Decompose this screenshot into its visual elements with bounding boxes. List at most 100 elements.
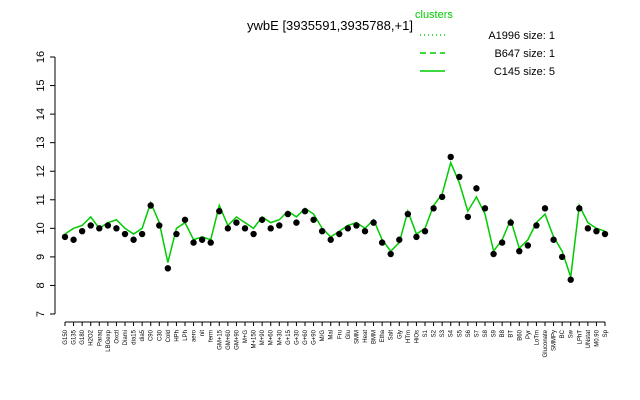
y-tick-label: 16 (35, 51, 47, 63)
x-tick-label: G+30 (294, 329, 300, 345)
x-tick-label: M+30 (277, 329, 283, 345)
legend-title: clusters (415, 9, 453, 21)
data-point (464, 213, 472, 221)
x-tick-label: BC (560, 329, 566, 338)
cluster-line (64, 160, 606, 278)
data-point (258, 216, 266, 223)
data-point (70, 236, 77, 243)
x-tick-label: G135 (72, 329, 78, 344)
data-point (473, 185, 480, 192)
data-point (267, 225, 274, 232)
data-point (438, 193, 446, 201)
x-tick-label: aero (192, 329, 198, 342)
x-tick-label: S9 (492, 329, 498, 337)
x-tick-label: Heat (363, 330, 369, 343)
x-tick-label: GM+60 (226, 329, 232, 350)
legend-label: C145 size: 5 (494, 66, 555, 78)
data-point (250, 230, 257, 238)
data-point (198, 236, 206, 243)
data-point (147, 202, 154, 209)
data-point (507, 219, 514, 226)
x-tick-label: B60 (517, 329, 523, 340)
x-tick-label: M/G (320, 330, 326, 342)
x-tick-label: SMMPy (552, 330, 558, 351)
data-point (344, 225, 352, 232)
x-tick-label: H2O2 (89, 329, 95, 345)
x-tick-label: Salt (389, 330, 395, 341)
x-tick-label: Sp (603, 329, 609, 337)
data-point (207, 239, 214, 246)
data-point (516, 247, 523, 255)
data-point (430, 205, 437, 212)
data-point (241, 225, 249, 232)
x-tick-label: HiOs (414, 330, 420, 343)
y-tick-label: 13 (35, 137, 47, 149)
data-point (584, 225, 592, 232)
x-tick-label: UNstat (586, 330, 592, 349)
data-point (233, 219, 240, 226)
x-tick-label: S7 (474, 329, 480, 337)
x-tick-label: Glu (346, 330, 352, 339)
data-point (130, 236, 137, 243)
x-tick-label: BT (509, 330, 515, 338)
legend-label: B647 size: 1 (494, 48, 555, 60)
data-point (550, 236, 557, 243)
data-point (498, 239, 506, 246)
data-point (310, 216, 317, 223)
data-point (190, 239, 197, 246)
x-tick-label: M+150 (252, 329, 258, 348)
x-tick-label: G+60 (303, 329, 309, 345)
data-point (104, 222, 112, 229)
data-point (61, 233, 69, 241)
x-tick-label: Gly (397, 330, 403, 339)
x-tick-label: G+15 (286, 329, 292, 345)
data-point (96, 225, 103, 232)
data-point (113, 225, 120, 232)
data-point (601, 230, 609, 238)
data-point (353, 222, 360, 229)
data-point (78, 227, 86, 235)
data-point (336, 230, 343, 238)
data-point (558, 253, 566, 261)
data-point (456, 173, 463, 181)
x-tick-label: M+90 (260, 329, 266, 345)
x-tick-label: S2 (432, 329, 438, 337)
data-point (173, 230, 180, 238)
x-tick-label: Diami (123, 330, 129, 345)
x-tick-label: LoTm (534, 330, 540, 345)
y-tick-label: 15 (35, 79, 47, 91)
data-point (378, 239, 386, 246)
data-point (224, 225, 232, 232)
data-point (533, 222, 540, 229)
x-tick-label: nit (200, 330, 206, 337)
data-point (370, 219, 377, 226)
chart-title: ywbE [3935591,3935788,+1] (247, 18, 413, 33)
x-tick-label: S8 (483, 329, 489, 337)
x-tick-label: Etha (380, 329, 386, 342)
x-tick-label: S4 (449, 329, 455, 337)
data-point (387, 250, 394, 258)
x-tick-label: M+60 (269, 329, 275, 345)
y-tick-label: 11 (35, 194, 47, 205)
data-point (490, 250, 497, 258)
data-point (447, 153, 454, 161)
data-point (276, 222, 283, 229)
data-point (361, 227, 369, 235)
x-tick-label: LPh (183, 330, 189, 341)
x-tick-label: Sw (569, 329, 575, 338)
data-point (284, 210, 292, 218)
x-tick-label: LBGexp (106, 329, 112, 351)
y-tick-label: 8 (35, 282, 47, 288)
y-tick-label: 9 (35, 254, 47, 260)
x-tick-label: Gluconate (543, 329, 549, 357)
y-tick-label: 10 (35, 222, 47, 234)
y-tick-label: 12 (35, 165, 47, 177)
data-point (481, 205, 489, 212)
data-point (524, 242, 532, 249)
x-tick-label: HTm (406, 330, 412, 343)
x-tick-label: S6 (466, 329, 472, 337)
data-point (138, 230, 146, 238)
data-point (121, 230, 129, 238)
x-tick-label: dia15 (132, 329, 138, 344)
